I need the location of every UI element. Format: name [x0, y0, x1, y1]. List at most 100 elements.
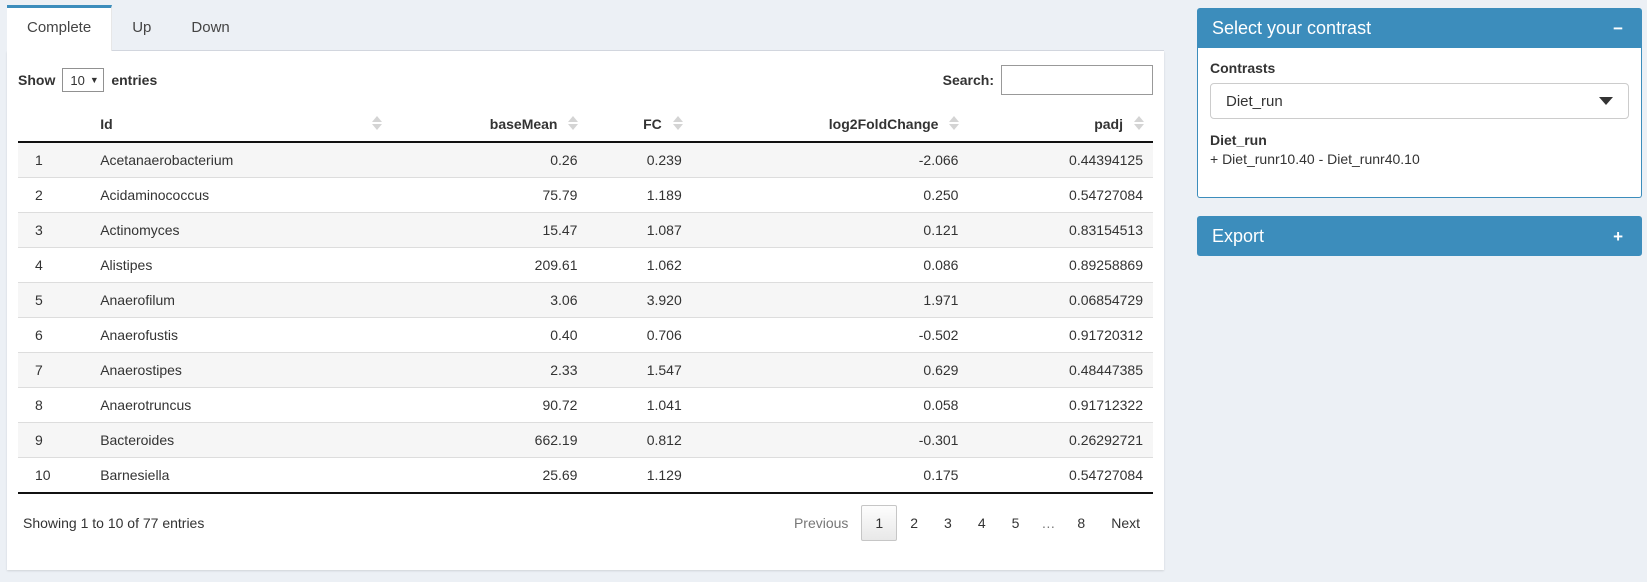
- table-row[interactable]: 10 Barnesiella 25.69 1.129 0.175 0.54727084: [18, 457, 1153, 493]
- column-header-label: Id: [100, 116, 113, 132]
- cell: 3.06: [390, 282, 588, 318]
- cell: 3: [18, 212, 91, 248]
- cell: 0.239: [646, 152, 682, 168]
- contrast-formula: + Diet_runr10.40 - Diet_runr40.10: [1210, 151, 1420, 167]
- table-controls: Show 10 ▼ entries Search:: [18, 61, 1153, 107]
- cell: 6: [18, 317, 91, 353]
- table-row[interactable]: 5 Anaerofilum 3.06 3.920 1.971 0.06854729: [18, 282, 1153, 318]
- export-box-header: Export +: [1197, 216, 1642, 256]
- cell: 0.086: [691, 247, 969, 283]
- cell: Bacteroides: [90, 422, 391, 458]
- sort-both-icon: [371, 116, 382, 130]
- cell: 1.547: [587, 352, 692, 388]
- cell: -2.066: [918, 152, 959, 168]
- sort-both-icon: [1134, 116, 1144, 130]
- cell: Alistipes: [90, 247, 391, 283]
- cell: 3.920: [587, 282, 692, 318]
- cell: Anaerotruncus: [90, 387, 391, 423]
- cell: 0.91720312: [968, 317, 1153, 353]
- cell: 0.175: [691, 457, 969, 493]
- expand-plus-icon[interactable]: +: [1613, 226, 1623, 246]
- cell: Acidaminococcus: [90, 177, 391, 213]
- results-tab-box: Complete Up Down Show 10 ▼ entries Searc…: [7, 5, 1164, 570]
- cell: -0.301: [691, 422, 969, 458]
- search-input[interactable]: [1001, 65, 1153, 95]
- cell: 10: [18, 457, 91, 493]
- table-row[interactable]: 7 Anaerostipes 2.33 1.547 0.629 0.48447385: [18, 352, 1153, 388]
- cell: -0.502: [691, 317, 969, 353]
- tab-down-label: Down: [191, 19, 230, 36]
- table-body: 1 Acetanaerobacterium 0.26 0.239 -2.066 0.443…: [18, 142, 1153, 493]
- cell: Anaerofilum: [90, 282, 391, 318]
- cell: 1: [35, 152, 43, 168]
- cell: Anaerostipes: [90, 352, 391, 388]
- tab-down[interactable]: Down: [171, 5, 250, 51]
- tab-bar-filler: [249, 5, 1164, 51]
- export-box: Export +: [1197, 216, 1642, 256]
- column-header-rownum: [18, 107, 91, 143]
- cell: 5: [18, 282, 91, 318]
- cell: 15.47: [390, 212, 588, 248]
- cell: 0.40: [390, 317, 588, 353]
- entries-label: entries: [111, 72, 158, 88]
- select-caret-icon: ▼: [89, 75, 99, 85]
- pagination-3[interactable]: 3: [944, 515, 952, 531]
- pagination-1[interactable]: 1: [861, 505, 898, 541]
- pagination-next[interactable]: Next: [1111, 515, 1140, 531]
- entries-length-control: Show 10 ▼ entries: [18, 68, 157, 92]
- table-panel: Show 10 ▼ entries Search:: [7, 51, 1164, 570]
- pagination-5[interactable]: 5: [1011, 515, 1020, 531]
- sort-both-icon: [672, 116, 683, 130]
- cell: Actinomyces: [90, 212, 391, 248]
- cell: 0.121: [691, 212, 969, 248]
- cell: 8: [18, 387, 91, 423]
- cell: 0.812: [587, 422, 692, 458]
- collapse-minus-icon[interactable]: −: [1613, 18, 1623, 38]
- cell: 1.129: [587, 457, 692, 493]
- contrast-box-body: Contrasts Diet_run Diet_run + Diet_runr1…: [1197, 48, 1642, 198]
- cell: 662.19: [390, 422, 588, 458]
- cell: 0.83154513: [968, 212, 1153, 248]
- sort-both-icon: [568, 116, 579, 130]
- cell: 0.54727084: [968, 177, 1153, 213]
- cell: 0.706: [587, 317, 692, 353]
- cell: 0.250: [691, 177, 969, 213]
- cell: 90.72: [390, 387, 588, 423]
- column-header-log2FoldChange[interactable]: log2FoldChange: [691, 107, 969, 143]
- pagination-4[interactable]: 4: [977, 515, 986, 531]
- tab-bar: Complete Up Down: [7, 5, 1164, 51]
- tab-up-label: Up: [132, 19, 152, 36]
- cell: 2: [18, 177, 91, 213]
- table-row[interactable]: 2 Acidaminococcus 75.79 1.189 0.250 0.5472708…: [18, 177, 1153, 213]
- pagination-previous[interactable]: Previous: [793, 515, 849, 531]
- cell: 0.629: [691, 352, 969, 388]
- cell: Acetanaerobacterium: [100, 152, 234, 168]
- export-box-title: Export: [1212, 225, 1265, 246]
- tab-up[interactable]: Up: [112, 5, 172, 51]
- entries-select-value: 10: [70, 72, 85, 88]
- column-header-Id[interactable]: Id: [90, 107, 391, 143]
- tab-complete[interactable]: Complete: [7, 5, 113, 51]
- cell: Barnesiella: [90, 457, 391, 493]
- column-header-FC[interactable]: FC: [587, 107, 692, 143]
- entries-select[interactable]: 10 ▼: [62, 68, 105, 92]
- column-header-padj[interactable]: padj: [968, 107, 1153, 143]
- table-row[interactable]: 4 Alistipes 209.61 1.062 0.086 0.89258869: [18, 247, 1153, 283]
- table-info: Showing 1 to 10 of 77 entries: [23, 515, 205, 531]
- cell: 2.33: [390, 352, 588, 388]
- table-row[interactable]: 6 Anaerofustis 0.40 0.706 -0.502 0.91720312: [18, 317, 1153, 353]
- pagination-2[interactable]: 2: [910, 515, 919, 531]
- table-row[interactable]: 8 Anaerotruncus 90.72 1.041 0.058 0.91712322: [18, 387, 1153, 423]
- column-header-label: FC: [643, 116, 662, 132]
- cell: Anaerofustis: [90, 317, 391, 353]
- pagination: Previous 1 2 3 4 5 … 8 Next: [781, 505, 1153, 541]
- table-row[interactable]: 1 Acetanaerobacterium 0.26 0.239 -2.066 0.443…: [18, 142, 1153, 178]
- table-row[interactable]: 9 Bacteroides 662.19 0.812 -0.301 0.26292721: [18, 422, 1153, 458]
- pagination-8[interactable]: 8: [1077, 515, 1086, 531]
- contrast-select[interactable]: Diet_run: [1210, 83, 1629, 119]
- column-header-baseMean[interactable]: baseMean: [390, 107, 588, 143]
- contrast-select-value: Diet_run: [1226, 92, 1283, 110]
- table-row[interactable]: 3 Actinomyces 15.47 1.087 0.121 0.83154513: [18, 212, 1153, 248]
- cell: 0.44394125: [1069, 152, 1143, 168]
- sort-both-icon: [949, 116, 960, 130]
